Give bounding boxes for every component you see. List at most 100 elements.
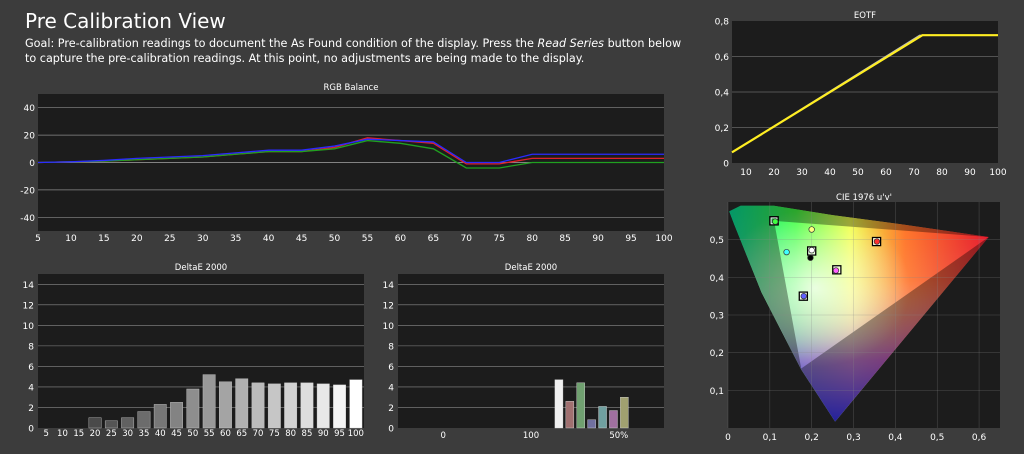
x-tick-label: 40	[824, 168, 836, 178]
x-tick-label: 35	[230, 234, 241, 244]
x-tick-label: 30	[796, 168, 808, 178]
x-tick-label: 25	[106, 429, 117, 439]
x-tick-label: 40	[263, 234, 275, 244]
measured-point	[800, 293, 807, 300]
cie-title: CIE 1976 u'v'	[836, 193, 892, 203]
x-tick-label: 75	[494, 234, 505, 244]
x-tick-label: 20	[90, 429, 101, 439]
y-tick-label: 0,1	[710, 387, 724, 397]
x-tick-label: 20	[131, 234, 143, 244]
x-tick-label: 90	[964, 168, 976, 178]
x-tick-label: 75	[269, 429, 280, 439]
y-tick-label: 10	[23, 322, 35, 332]
bar	[598, 406, 607, 429]
x-tick-label: 60	[880, 168, 892, 178]
x-tick-label: 65	[236, 429, 247, 439]
y-tick-label: 0,4	[710, 274, 725, 284]
y-tick-label: 20	[24, 132, 36, 142]
green-series-line	[37, 139, 664, 169]
x-tick-label: 70	[461, 234, 473, 244]
y-tick-label: 10	[383, 322, 395, 332]
bar	[251, 382, 265, 429]
y-tick-label: 6	[28, 363, 34, 373]
bar	[202, 374, 216, 429]
measured-point	[808, 226, 815, 233]
x-tick-label: 0	[441, 431, 446, 441]
goal-description: Goal: Pre-calibration readings to docume…	[25, 36, 685, 66]
y-tick-label: 6	[388, 363, 394, 373]
y-tick-label: 14	[23, 281, 35, 291]
deltae-colors-chart: DeltaE 2000 0 2 4 6 8 10 12 14 0 100 50%	[383, 263, 664, 441]
x-tick-label: 35	[139, 429, 150, 439]
y-tick-label: 4	[28, 383, 34, 393]
bar	[576, 382, 585, 429]
x-tick-label: 100	[989, 168, 1006, 178]
bar	[235, 378, 249, 429]
x-tick-label: 55	[204, 429, 215, 439]
x-tick-label: 15	[73, 429, 84, 439]
rgb-balance-chart: RGB Balance 40 20 0 -20 -405 10 15 20 25 30 35 40 45 5…	[20, 83, 673, 244]
y-tick-label: 4	[388, 383, 394, 393]
y-tick-label: -20	[20, 186, 35, 196]
bar	[554, 379, 564, 429]
y-tick-label: 12	[23, 301, 34, 311]
x-tick-label: 90	[592, 234, 604, 244]
x-tick-label: 100	[348, 429, 364, 439]
x-tick-label: 30	[197, 234, 209, 244]
x-tick-label: 50	[187, 429, 198, 439]
bar	[565, 401, 575, 429]
y-tick-label: 0,2	[710, 349, 724, 359]
deltae-grayscale-chart: DeltaE 2000 0 2 4 6 8 10 12 14 5 10 15 20 25 30 35 40 45 5…	[23, 263, 364, 439]
page-title: Pre Calibration View	[25, 9, 226, 33]
y-tick-label: 2	[388, 404, 394, 414]
x-tick-label: 30	[122, 429, 133, 439]
x-tick-label: 85	[559, 234, 570, 244]
y-tick-label: -40	[20, 214, 35, 224]
x-tick-label: 45	[296, 234, 307, 244]
x-tick-label: 65	[428, 234, 439, 244]
bar	[333, 384, 346, 429]
bar	[104, 420, 118, 429]
goal-text-suffix: button below to capture the pre-calibrat…	[25, 37, 682, 65]
eotf-title: EOTF	[854, 11, 876, 21]
x-tick-label: 50	[852, 168, 864, 178]
x-tick-label: 10	[65, 234, 77, 244]
x-tick-label: 40	[155, 429, 166, 439]
bar	[284, 382, 298, 429]
target-marker	[871, 236, 882, 247]
measured-point	[772, 218, 779, 225]
y-tick-label: 0,3	[710, 312, 724, 322]
measured-point	[832, 267, 840, 274]
gamut-outer-shade	[729, 205, 989, 422]
x-tick-label: 100	[523, 431, 539, 441]
bar	[88, 417, 102, 429]
x-tick-label: 50%	[609, 431, 628, 441]
x-tick-label: 10	[740, 168, 752, 178]
y-tick-label: 2	[28, 404, 34, 414]
x-tick-label: 0,1	[763, 433, 777, 443]
x-tick-label: 5	[43, 429, 48, 439]
bar	[186, 388, 200, 429]
x-tick-label: 20	[768, 168, 780, 178]
measured-point	[783, 248, 790, 256]
y-tick-label: 14	[383, 281, 395, 291]
bar	[219, 381, 232, 429]
rgb-balance-title: RGB Balance	[324, 83, 379, 93]
bar	[349, 379, 363, 429]
x-tick-label: 95	[625, 234, 636, 244]
y-tick-label: 0,4	[715, 89, 730, 99]
x-tick-label: 55	[362, 234, 373, 244]
plot-area	[398, 274, 664, 428]
bar	[300, 382, 314, 429]
x-tick-label: 45	[171, 429, 182, 439]
x-tick-label: 0	[725, 433, 731, 443]
x-tick-label: 50	[329, 234, 341, 244]
bar	[267, 383, 281, 429]
cie-chart: CIE 1976 u'v' 0,1 0,2 0,3 0,4 0,5 0 0,1 0,2 0,3 0,…	[710, 193, 1000, 443]
y-tick-label: 0,8	[715, 18, 730, 28]
bar	[153, 404, 167, 429]
x-tick-label: 0,6	[972, 433, 987, 443]
x-tick-label: 5	[35, 234, 41, 244]
target-marker	[832, 265, 842, 275]
eotf-chart: EOTF 0 0,2 0,4 0,6 0,8 10 20 30 40 50 60 70 80 90 100	[715, 11, 1007, 178]
